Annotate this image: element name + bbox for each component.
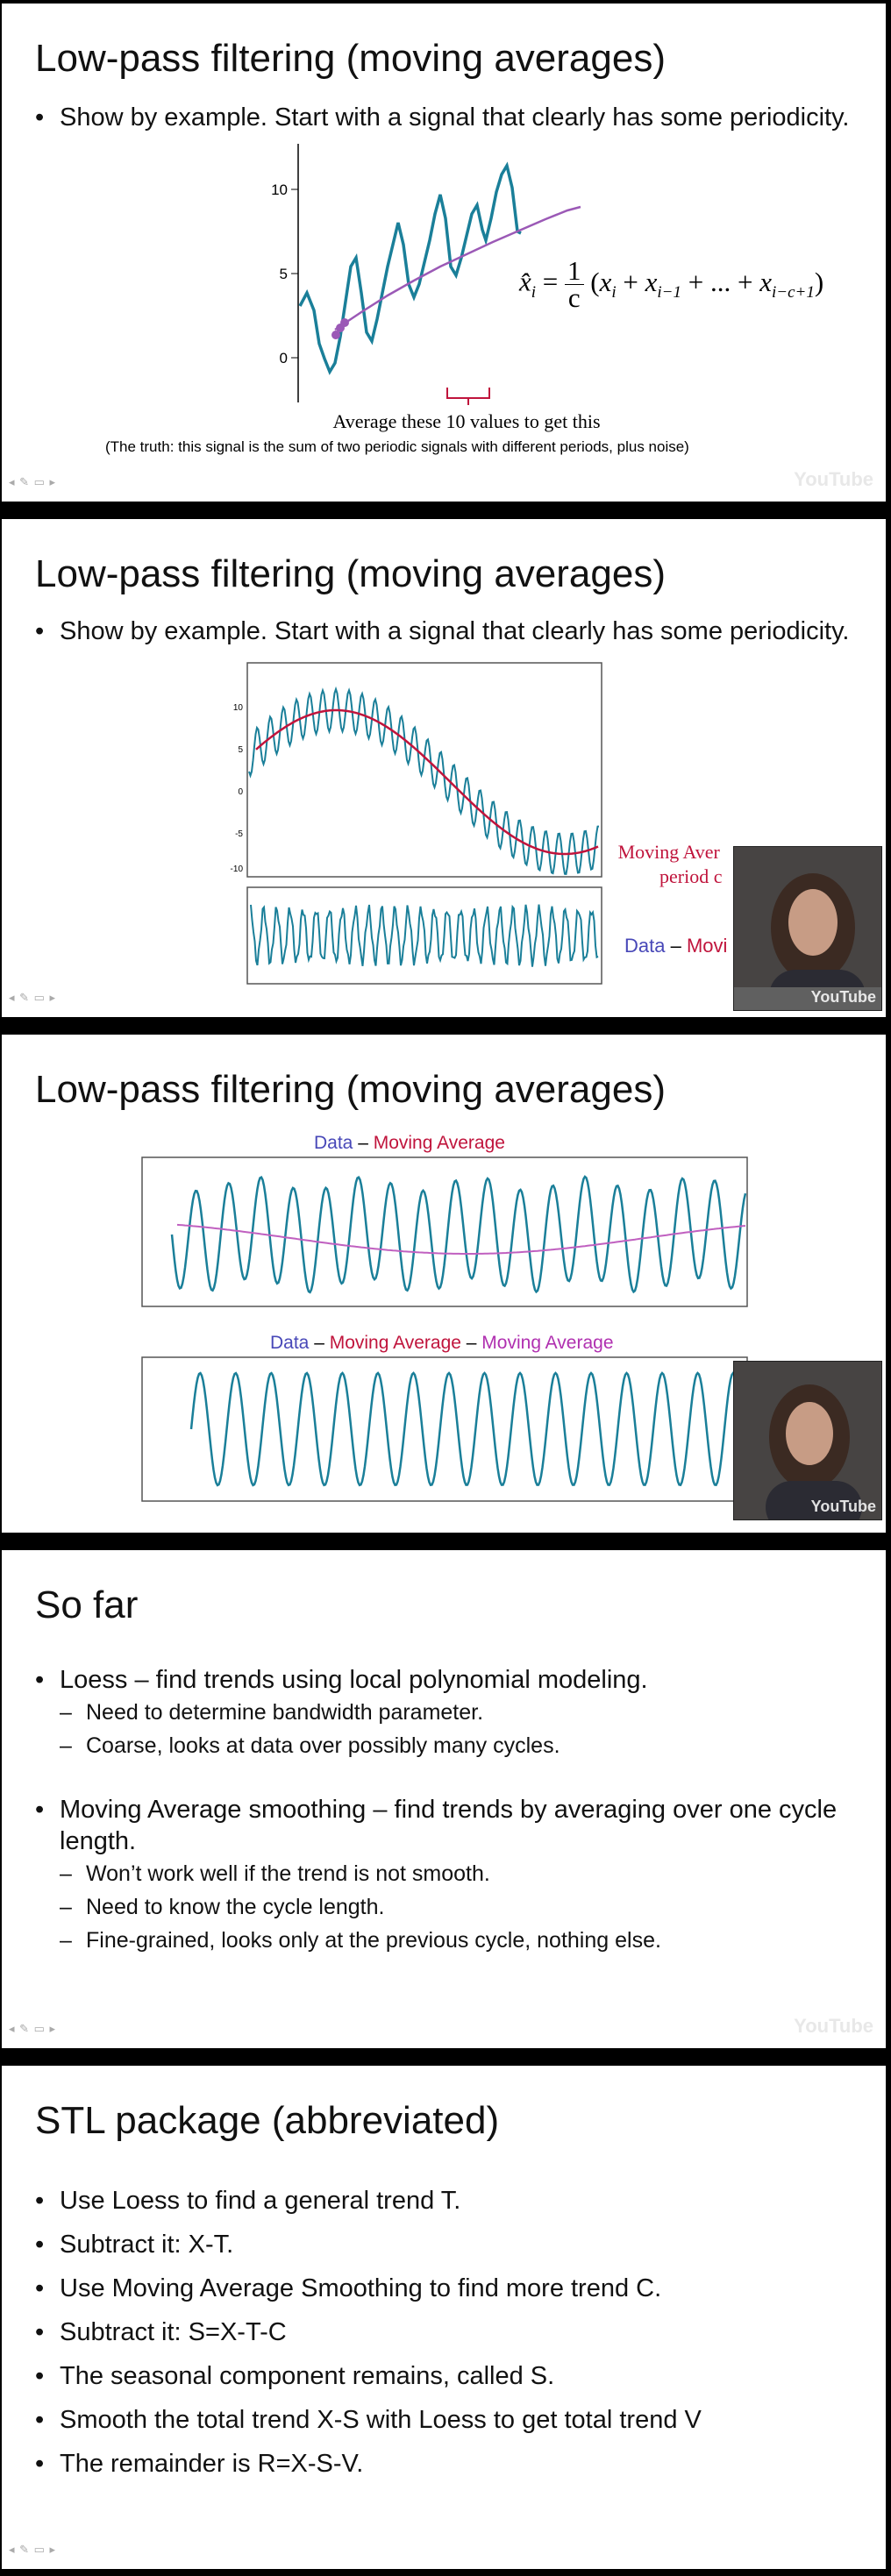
avg-point [340, 318, 349, 327]
y-tick-label: -5 [235, 829, 243, 839]
sub-bullet-item: Need to know the cycle length. [35, 1890, 859, 1924]
formula-lhs: x̂ [519, 266, 531, 297]
slide-title: STL package (abbreviated) [35, 2099, 500, 2142]
slide-title: Low-pass filtering (moving averages) [35, 1068, 666, 1111]
bullet-item: Moving Average smoothing – find trends b… [35, 1794, 859, 1857]
avg-point [331, 331, 340, 339]
y-tick-label: -10 [231, 865, 244, 874]
slide-title: So far [35, 1583, 139, 1626]
residual-line [250, 904, 599, 967]
bullet-item: Subtract it: S=X-T-C [35, 2316, 859, 2348]
sub-bullet-item: Fine-grained, looks only at the previous… [35, 1924, 859, 1957]
bullet-item: Loess – find trends using local polynomi… [35, 1664, 859, 1696]
sub-bullet-item: Coarse, looks at data over possibly many… [35, 1729, 859, 1762]
youtube-watermark: YouTube [810, 1498, 876, 1515]
slide-title: Low-pass filtering (moving averages) [35, 552, 666, 595]
residual-plot-frame [246, 886, 602, 985]
bracket-icon [446, 388, 490, 405]
signal-line [170, 1175, 747, 1294]
sub-bullet-item: Won’t work well if the trend is not smoo… [35, 1857, 859, 1890]
presenter-webcam: YouTube [733, 1361, 882, 1520]
formula-lhs-sub: i [531, 282, 537, 302]
bullet-item: The seasonal component remains, called S… [35, 2360, 859, 2392]
y-tick-label: 5 [280, 266, 288, 282]
player-controls-icon[interactable]: ◂ ✎ ▭ ▸ [9, 2543, 57, 2556]
plot-frame [246, 662, 602, 878]
bullet-item: Show by example. Start with a signal tha… [35, 616, 859, 647]
formula-num: 1 [565, 257, 584, 285]
player-controls-icon[interactable]: ◂ ✎ ▭ ▸ [9, 2022, 57, 2035]
y-tick-label: 10 [271, 181, 288, 198]
bullet-item: Use Moving Average Smoothing to find mor… [35, 2273, 859, 2304]
youtube-watermark: YouTube [810, 988, 876, 1006]
slide-2: Low-pass filtering (moving averages) Sho… [2, 519, 886, 1017]
player-controls-icon[interactable]: ◂ ✎ ▭ ▸ [9, 991, 57, 1004]
bullet-item: The remainder is R=X-S-V. [35, 2448, 859, 2480]
formula-den: c [567, 282, 581, 313]
y-tick-label: 0 [280, 350, 288, 366]
bullet-list: Loess – find trends using local polynomi… [35, 1664, 859, 1957]
moving-average-formula: x̂i = 1 c (xi + xi−1 + ... + xi−c+1) [519, 255, 824, 313]
bullet-list: Use Loess to find a general trend T. Sub… [35, 2185, 859, 2492]
presenter-webcam: YouTube [733, 846, 882, 1011]
y-tick-label: 10 [233, 703, 244, 713]
y-tick-label: 0 [238, 787, 243, 797]
moving-average-label: Moving Aver period c [617, 841, 723, 887]
sub-bullet-item: Need to determine bandwidth parameter. [35, 1696, 859, 1729]
plot-frame [141, 1156, 748, 1307]
bullet-item: Show by example. Start with a signal tha… [35, 102, 859, 133]
signal-line [298, 161, 522, 375]
signal-line [248, 686, 600, 876]
chart-legend-top: Data – Moving Average [314, 1133, 505, 1153]
signal-chart: 10 5 0 -5 -10 [231, 662, 602, 985]
bullet-list: Show by example. Start with a signal tha… [35, 102, 859, 133]
moving-average-line [255, 708, 599, 856]
slide-5: STL package (abbreviated) Use Loess to f… [2, 2066, 886, 2569]
player-controls-icon[interactable]: ◂ ✎ ▭ ▸ [9, 475, 57, 488]
youtube-watermark: YouTube [794, 2015, 873, 2037]
bullet-item: Subtract it: X-T. [35, 2229, 859, 2260]
bullet-item: Use Loess to find a general trend T. [35, 2185, 859, 2217]
signal-chart: 10 5 0 Average these 10 values to get th… [271, 144, 601, 432]
chart-legend-bottom: Data – Moving Average – Moving Average [270, 1333, 614, 1353]
bullet-list: Show by example. Start with a signal tha… [35, 616, 859, 647]
youtube-watermark: YouTube [794, 468, 873, 490]
moving-average-line [176, 1223, 746, 1255]
slide-4: So far Loess – find trends using local p… [2, 1550, 886, 2048]
moving-average-line [334, 205, 581, 331]
chart-caption: Average these 10 values to get this [332, 410, 600, 432]
slide-3: Low-pass filtering (moving averages) Dat… [2, 1035, 886, 1533]
truth-note: (The truth: this signal is the sum of tw… [105, 438, 689, 455]
bullet-item: Smooth the total trend X-S with Loess to… [35, 2404, 859, 2436]
residual-line [189, 1371, 746, 1487]
slide-title: Low-pass filtering (moving averages) [35, 37, 666, 80]
slide-1: Low-pass filtering (moving averages) Sho… [2, 4, 886, 502]
data-minus-label: Data – Movi [624, 935, 728, 957]
y-tick-label: 5 [238, 745, 243, 755]
